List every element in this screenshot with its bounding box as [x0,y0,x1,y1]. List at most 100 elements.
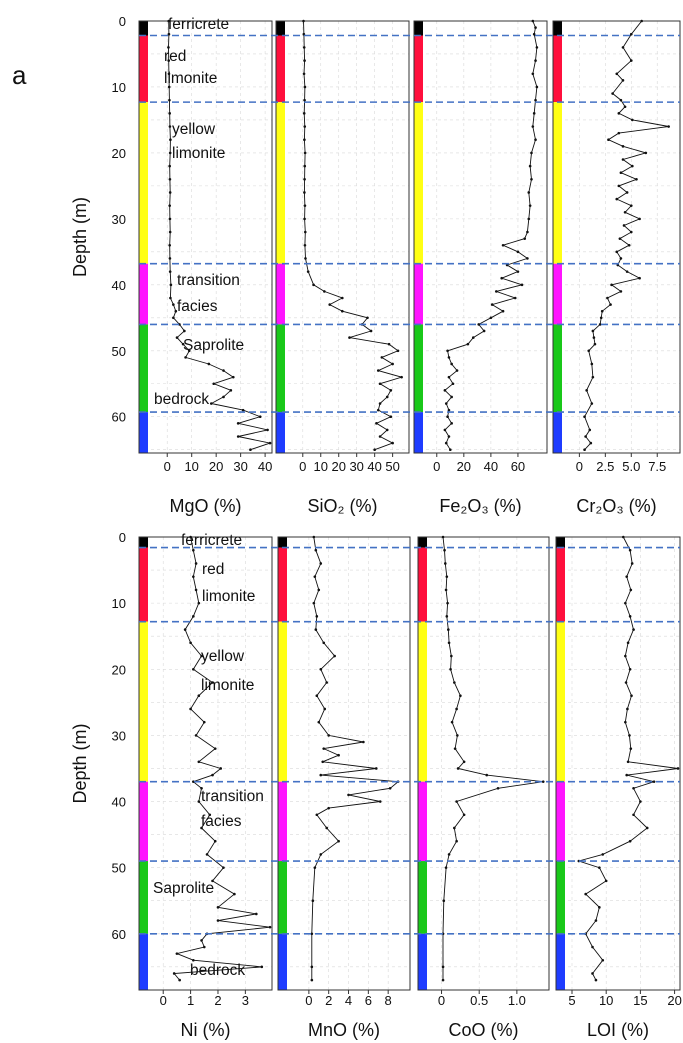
data-point [315,615,319,618]
data-point [389,415,393,419]
zone-strip-ferricrete [418,537,427,548]
data-point [667,125,670,128]
data-point [322,641,326,645]
x-tick-label: 0 [299,459,306,474]
data-point [591,945,594,949]
data-point [627,243,631,247]
data-point [500,276,504,280]
data-point [628,548,632,552]
x-axis-label-cr2o3: Cr₂O₃ (%) [576,496,656,516]
data-point [593,342,597,346]
x-tick-label: 10 [599,993,613,1008]
zone-strip-transition [414,263,423,325]
data-point [535,85,539,89]
data-point [322,747,326,750]
panel-frame [138,536,273,991]
panel-frame [275,20,410,454]
zone-label-yellow-limonite: limonite [201,677,254,694]
zone-strip-transition [139,263,148,325]
profile-line-ni [173,536,271,981]
data-point [626,760,630,764]
zone-strip-bedrock [553,412,562,453]
data-point [482,329,486,333]
data-point [260,965,264,969]
data-point [319,853,323,856]
panel-frame [552,20,681,454]
data-point [168,125,172,128]
zone-strip-yellow-limonite [139,102,148,264]
data-point [302,112,306,115]
data-point [303,138,306,142]
panel-label: a [12,60,27,90]
data-point [233,892,236,896]
zone-label-saprolite: Saprolite [183,337,244,354]
data-point [584,892,587,896]
zone-label-red-limonite: limonite [164,70,217,87]
data-point [445,575,449,578]
data-point [341,296,344,300]
zone-strip-yellow-limonite [556,621,565,782]
data-point [168,98,171,102]
data-point [303,59,306,62]
data-point [447,641,451,645]
data-point [453,826,456,830]
zone-strip-saprolite [276,324,285,413]
data-point [621,79,625,82]
data-point [523,237,527,240]
data-point [444,562,447,565]
zone-strip-ferricrete [276,21,285,36]
data-point [583,448,586,452]
data-point [623,105,627,109]
data-point [189,535,192,539]
data-point [194,588,198,592]
x-tick-label: 0 [305,993,312,1008]
data-point [187,349,191,353]
zone-label-ferricrete: ferricrete [168,16,229,33]
data-point [236,422,240,425]
data-point [644,151,648,155]
zone-strip-transition [276,263,285,325]
data-point [312,601,316,605]
zone-label-bedrock: bedrock [154,391,209,408]
x-tick-label: 2 [325,993,332,1008]
zone-strip-saprolite [139,324,148,413]
data-point [189,641,192,645]
data-point [534,59,537,62]
zone-strip-red-limonite [556,547,565,622]
x-axis-label-sio2: SiO₂ (%) [308,496,378,516]
zone-strip-saprolite [553,324,562,413]
x-tick-label: 6 [365,993,372,1008]
data-point [268,441,272,445]
profile-line-mno [311,536,400,981]
x-tick-label: 0 [433,459,440,474]
data-point [587,349,591,353]
data-point [527,191,531,194]
data-point [362,740,365,744]
data-point [446,601,449,605]
x-axis-label-mgo: MgO (%) [170,496,242,516]
data-point [167,85,171,89]
data-point [441,535,445,539]
data-point [303,151,307,155]
data-point [317,588,321,592]
zone-strip-ferricrete [139,537,148,548]
plot-area [556,537,680,990]
data-point [443,389,447,392]
data-point [319,773,323,777]
data-point [630,694,633,698]
data-point [211,773,214,777]
data-point [527,217,531,221]
data-point [626,707,629,711]
data-point [192,780,195,783]
gridlines [553,20,680,453]
data-point [184,356,187,359]
data-point [615,72,619,76]
data-point [325,681,329,684]
data-point [530,177,533,181]
zone-strip-ferricrete [556,537,565,548]
data-point [598,323,602,326]
data-point [310,965,314,969]
zone-strip-red-limonite [414,35,423,103]
zone-strip-transition [418,781,427,862]
data-point [172,316,175,320]
